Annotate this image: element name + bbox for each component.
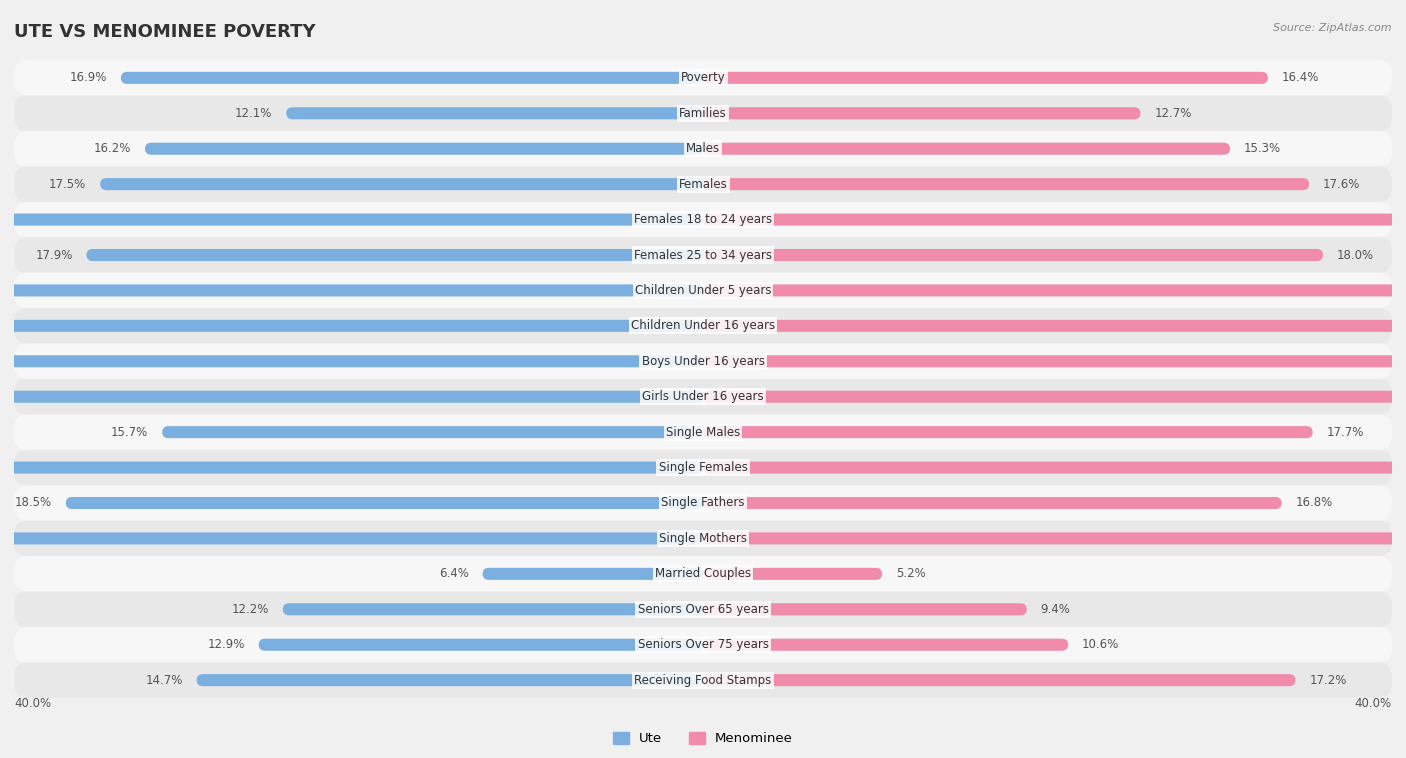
- FancyBboxPatch shape: [283, 603, 703, 615]
- Text: 16.8%: 16.8%: [1295, 496, 1333, 509]
- FancyBboxPatch shape: [14, 343, 1392, 379]
- Text: 18.0%: 18.0%: [1337, 249, 1374, 262]
- Text: 15.7%: 15.7%: [111, 426, 149, 439]
- Text: 40.0%: 40.0%: [14, 697, 52, 709]
- Text: Males: Males: [686, 143, 720, 155]
- FancyBboxPatch shape: [14, 415, 1392, 449]
- FancyBboxPatch shape: [0, 214, 703, 226]
- FancyBboxPatch shape: [14, 309, 1392, 343]
- FancyBboxPatch shape: [0, 390, 703, 402]
- Text: 12.1%: 12.1%: [235, 107, 273, 120]
- FancyBboxPatch shape: [0, 284, 703, 296]
- FancyBboxPatch shape: [14, 167, 1392, 202]
- FancyBboxPatch shape: [14, 237, 1392, 273]
- FancyBboxPatch shape: [703, 639, 1069, 650]
- Text: Single Mothers: Single Mothers: [659, 532, 747, 545]
- Text: 16.9%: 16.9%: [70, 71, 107, 84]
- FancyBboxPatch shape: [14, 485, 1392, 521]
- Text: 17.7%: 17.7%: [1326, 426, 1364, 439]
- FancyBboxPatch shape: [703, 72, 1268, 84]
- Text: 16.4%: 16.4%: [1282, 71, 1319, 84]
- Text: 10.6%: 10.6%: [1083, 638, 1119, 651]
- FancyBboxPatch shape: [259, 639, 703, 650]
- FancyBboxPatch shape: [0, 532, 703, 544]
- FancyBboxPatch shape: [482, 568, 703, 580]
- FancyBboxPatch shape: [703, 568, 882, 580]
- Text: 16.2%: 16.2%: [94, 143, 131, 155]
- Text: Seniors Over 75 years: Seniors Over 75 years: [637, 638, 769, 651]
- Text: Females: Females: [679, 177, 727, 191]
- FancyBboxPatch shape: [703, 497, 1282, 509]
- Text: Single Fathers: Single Fathers: [661, 496, 745, 509]
- Text: 17.6%: 17.6%: [1323, 177, 1361, 191]
- FancyBboxPatch shape: [162, 426, 703, 438]
- FancyBboxPatch shape: [703, 284, 1406, 296]
- Text: 17.2%: 17.2%: [1309, 674, 1347, 687]
- FancyBboxPatch shape: [86, 249, 703, 261]
- FancyBboxPatch shape: [703, 178, 1309, 190]
- FancyBboxPatch shape: [0, 462, 703, 474]
- FancyBboxPatch shape: [703, 603, 1026, 615]
- FancyBboxPatch shape: [703, 356, 1406, 368]
- FancyBboxPatch shape: [14, 627, 1392, 662]
- Text: Females 25 to 34 years: Females 25 to 34 years: [634, 249, 772, 262]
- Text: Receiving Food Stamps: Receiving Food Stamps: [634, 674, 772, 687]
- Text: Married Couples: Married Couples: [655, 567, 751, 581]
- Text: 15.3%: 15.3%: [1244, 143, 1281, 155]
- FancyBboxPatch shape: [287, 108, 703, 119]
- FancyBboxPatch shape: [703, 143, 1230, 155]
- Text: 18.5%: 18.5%: [15, 496, 52, 509]
- Legend: Ute, Menominee: Ute, Menominee: [607, 726, 799, 750]
- FancyBboxPatch shape: [703, 249, 1323, 261]
- Text: Females 18 to 24 years: Females 18 to 24 years: [634, 213, 772, 226]
- FancyBboxPatch shape: [703, 532, 1406, 544]
- Text: 17.5%: 17.5%: [49, 177, 86, 191]
- FancyBboxPatch shape: [14, 202, 1392, 237]
- FancyBboxPatch shape: [14, 96, 1392, 131]
- Text: 12.7%: 12.7%: [1154, 107, 1192, 120]
- FancyBboxPatch shape: [0, 320, 703, 332]
- FancyBboxPatch shape: [14, 556, 1392, 591]
- Text: 6.4%: 6.4%: [439, 567, 468, 581]
- FancyBboxPatch shape: [14, 521, 1392, 556]
- Text: 5.2%: 5.2%: [896, 567, 925, 581]
- Text: 40.0%: 40.0%: [1354, 697, 1392, 709]
- FancyBboxPatch shape: [703, 214, 1406, 226]
- Text: 17.9%: 17.9%: [35, 249, 73, 262]
- Text: Girls Under 16 years: Girls Under 16 years: [643, 390, 763, 403]
- Text: 9.4%: 9.4%: [1040, 603, 1070, 615]
- FancyBboxPatch shape: [145, 143, 703, 155]
- FancyBboxPatch shape: [14, 662, 1392, 698]
- FancyBboxPatch shape: [703, 108, 1140, 119]
- FancyBboxPatch shape: [703, 390, 1406, 402]
- FancyBboxPatch shape: [14, 131, 1392, 167]
- Text: Children Under 16 years: Children Under 16 years: [631, 319, 775, 332]
- FancyBboxPatch shape: [703, 320, 1406, 332]
- Text: 12.9%: 12.9%: [208, 638, 245, 651]
- FancyBboxPatch shape: [14, 591, 1392, 627]
- Text: Seniors Over 65 years: Seniors Over 65 years: [637, 603, 769, 615]
- Text: Children Under 5 years: Children Under 5 years: [634, 284, 772, 297]
- FancyBboxPatch shape: [14, 449, 1392, 485]
- Text: Source: ZipAtlas.com: Source: ZipAtlas.com: [1274, 23, 1392, 33]
- FancyBboxPatch shape: [100, 178, 703, 190]
- Text: 12.2%: 12.2%: [232, 603, 269, 615]
- FancyBboxPatch shape: [66, 497, 703, 509]
- FancyBboxPatch shape: [14, 273, 1392, 309]
- FancyBboxPatch shape: [121, 72, 703, 84]
- FancyBboxPatch shape: [703, 674, 1295, 686]
- Text: Families: Families: [679, 107, 727, 120]
- FancyBboxPatch shape: [197, 674, 703, 686]
- FancyBboxPatch shape: [703, 462, 1406, 474]
- Text: Poverty: Poverty: [681, 71, 725, 84]
- Text: Single Males: Single Males: [666, 426, 740, 439]
- FancyBboxPatch shape: [703, 426, 1313, 438]
- Text: Boys Under 16 years: Boys Under 16 years: [641, 355, 765, 368]
- FancyBboxPatch shape: [14, 379, 1392, 415]
- FancyBboxPatch shape: [0, 356, 703, 368]
- Text: 14.7%: 14.7%: [145, 674, 183, 687]
- Text: UTE VS MENOMINEE POVERTY: UTE VS MENOMINEE POVERTY: [14, 23, 316, 41]
- FancyBboxPatch shape: [14, 60, 1392, 96]
- Text: Single Females: Single Females: [658, 461, 748, 474]
